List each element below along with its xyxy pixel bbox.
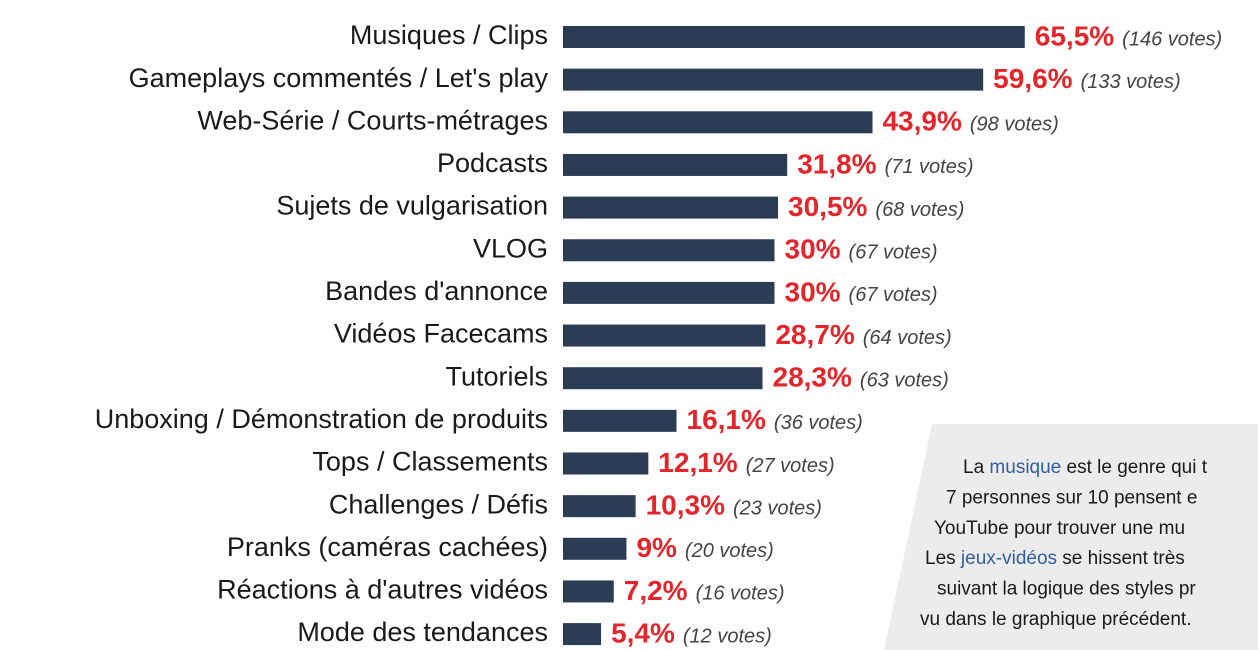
category-label: Tops / Classements	[312, 447, 548, 477]
annotation-text: Les	[925, 548, 961, 569]
bar	[563, 281, 775, 304]
votes-label: (27 votes)	[746, 455, 835, 477]
category-label: Podcasts	[437, 148, 548, 178]
category-label: Musiques / Clips	[350, 20, 548, 50]
annotation-text: vu dans le graphique précédent.	[920, 609, 1191, 630]
votes-label: (16 votes)	[696, 583, 785, 605]
votes-label: (71 votes)	[885, 156, 974, 178]
annotation-line: suivant la logique des styles pr	[937, 579, 1196, 600]
value-label: 30,5%	[788, 191, 867, 222]
category-label: Vidéos Facecams	[334, 319, 548, 349]
value-label: 12,1%	[658, 447, 737, 478]
bar	[563, 111, 873, 134]
annotation-text: est le genre qui t	[1061, 457, 1207, 478]
annotation-line: vu dans le graphique précédent.	[920, 609, 1191, 630]
value-label: 28,7%	[775, 319, 854, 350]
value-label: 65,5%	[1035, 20, 1114, 51]
votes-label: (20 votes)	[685, 540, 774, 562]
value-label: 31,8%	[797, 148, 876, 179]
bar	[563, 153, 788, 176]
votes-label: (98 votes)	[970, 114, 1059, 136]
votes-label: (133 votes)	[1081, 71, 1181, 93]
value-label: 7,2%	[624, 575, 688, 606]
votes-label: (36 votes)	[774, 412, 863, 434]
bar	[563, 452, 649, 475]
bar	[563, 495, 636, 518]
bar	[563, 239, 775, 262]
category-label: Challenges / Défis	[329, 489, 548, 519]
annotation-line: YouTube pour trouver une mu	[934, 518, 1185, 539]
annotation-line: 7 personnes sur 10 pensent e	[946, 487, 1197, 508]
annotation-text: 7 personnes sur 10 pensent e	[946, 487, 1197, 508]
value-label: 59,6%	[993, 63, 1072, 94]
votes-label: (23 votes)	[733, 497, 822, 519]
value-label: 30%	[785, 276, 841, 307]
annotation-box	[884, 424, 1258, 650]
category-label: Réactions à d'autres vidéos	[217, 575, 548, 605]
votes-label: (12 votes)	[683, 625, 772, 647]
bar	[563, 580, 614, 603]
votes-label: (68 votes)	[875, 199, 964, 221]
bar	[563, 196, 779, 219]
category-label: Pranks (caméras cachées)	[227, 532, 548, 562]
value-label: 28,3%	[773, 362, 852, 393]
annotation-text: musique	[989, 457, 1061, 478]
value-label: 30%	[785, 234, 841, 265]
annotation-text: se hissent très	[1057, 548, 1185, 569]
annotation-line: Les jeux-vidéos se hissent très	[925, 548, 1185, 569]
bar	[563, 26, 1025, 48]
votes-label: (63 votes)	[860, 369, 949, 391]
annotation-line: La musique est le genre qui t	[963, 457, 1208, 478]
value-label: 5,4%	[611, 617, 675, 648]
category-label: Unboxing / Démonstration de produits	[95, 404, 548, 434]
value-label: 43,9%	[882, 106, 961, 137]
votes-label: (64 votes)	[863, 327, 952, 349]
bar	[563, 367, 763, 390]
bar	[563, 623, 602, 646]
annotation-text: suivant la logique des styles pr	[937, 579, 1196, 600]
bar	[563, 324, 766, 347]
category-label: Sujets de vulgarisation	[276, 191, 548, 221]
bar	[563, 409, 677, 432]
value-label: 16,1%	[687, 404, 766, 435]
category-label: VLOG	[473, 233, 548, 263]
annotation-text: La	[963, 457, 989, 478]
bar	[563, 537, 627, 560]
category-label: Web-Série / Courts-métrages	[197, 105, 548, 135]
votes-label: (67 votes)	[849, 242, 938, 264]
value-label: 10,3%	[646, 490, 725, 521]
votes-label: (67 votes)	[849, 284, 938, 306]
category-label: Tutoriels	[445, 361, 548, 391]
category-label: Gameplays commentés / Let's play	[129, 63, 549, 93]
votes-label: (146 votes)	[1122, 28, 1222, 50]
category-label: Mode des tendances	[297, 617, 548, 647]
value-label: 9%	[636, 532, 677, 563]
annotation-text: YouTube pour trouver une mu	[934, 518, 1185, 539]
annotation-text: jeux-vidéos	[960, 548, 1057, 569]
bar	[563, 68, 984, 91]
category-label: Bandes d'annonce	[325, 276, 548, 306]
